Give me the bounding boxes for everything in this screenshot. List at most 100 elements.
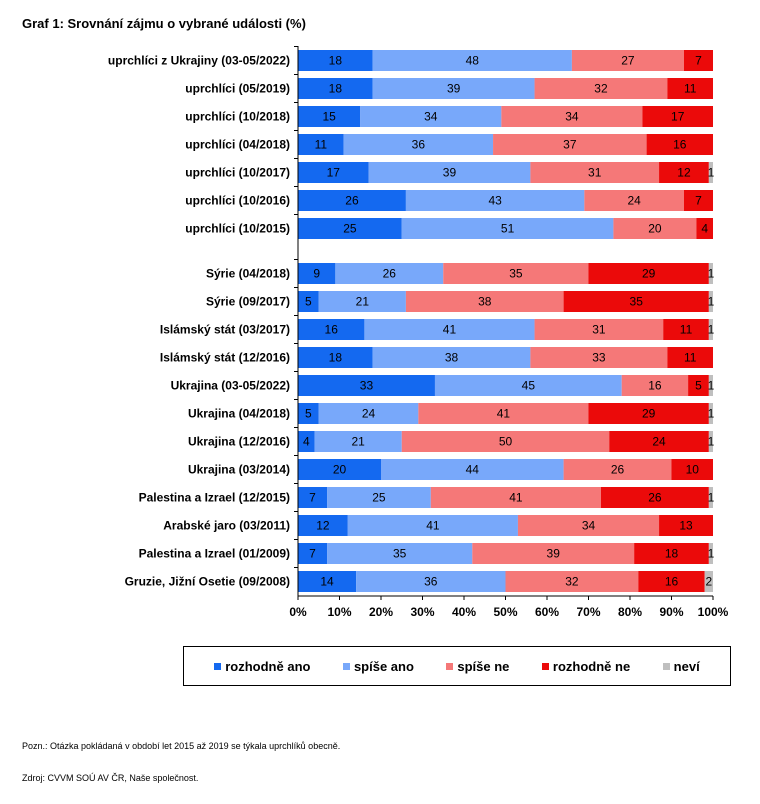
chart-title: Graf 1: Srovnání zájmu o vybrané událost… [22, 16, 306, 31]
data-label: 7 [695, 54, 702, 68]
bar-segment-rozhodně-ne [671, 459, 713, 480]
category-label: Ukrajina (03/2014) [188, 463, 290, 477]
bar-segment-rozhodně-ne [659, 162, 709, 183]
data-label: 43 [488, 194, 502, 208]
data-label: 11 [684, 82, 697, 96]
bar-segment-rozhodně-ano [298, 487, 328, 508]
bar-segment-spíše-ano [356, 571, 506, 592]
bar-segment-spíše-ano [364, 319, 535, 340]
bar-segment-rozhodně-ne [609, 431, 709, 452]
bar-segment-rozhodně-ne [667, 78, 713, 99]
bar-segment-rozhodně-ne [563, 291, 709, 312]
bar-segment-rozhodně-ne [588, 403, 709, 424]
data-label: 44 [466, 463, 480, 477]
bar-segment-neví [708, 431, 713, 452]
legend-label: spíše ne [457, 658, 510, 674]
bar-segment-rozhodně-ano [298, 459, 381, 480]
data-label: 13 [679, 519, 693, 533]
data-label: 1 [708, 547, 715, 561]
x-tick-label: 80% [618, 605, 642, 619]
bar-segment-spíše-ne [534, 319, 664, 340]
legend-item: neví [662, 659, 700, 674]
bar-segment-spíše-ano [318, 403, 419, 424]
data-label: 38 [445, 351, 459, 365]
data-label: 39 [547, 547, 561, 561]
data-label: 20 [648, 222, 662, 236]
bar-segment-spíše-ano [401, 218, 614, 239]
data-label: 1 [708, 295, 715, 309]
x-tick-label: 90% [659, 605, 683, 619]
data-label: 39 [443, 166, 457, 180]
bar-segment-rozhodně-ano [298, 190, 406, 211]
bar-segment-spíše-ano [360, 106, 502, 127]
bar-segment-spíše-ne [401, 431, 610, 452]
bar-segment-rozhodně-ne [634, 543, 709, 564]
bar-segment-spíše-ne [501, 106, 643, 127]
data-label: 12 [316, 519, 330, 533]
data-label: 9 [313, 267, 320, 281]
x-tick-label: 0% [289, 605, 307, 619]
bar-segment-rozhodně-ne [600, 487, 709, 508]
data-label: 21 [351, 435, 365, 449]
bar-segment-rozhodně-ne [683, 190, 713, 211]
data-label: 1 [708, 267, 715, 281]
bar-segment-rozhodně-ne [683, 50, 713, 71]
data-label: 11 [315, 138, 328, 152]
category-label: Islámský stát (12/2016) [160, 351, 290, 365]
bar-segment-spíše-ne [405, 291, 564, 312]
bar-segment-spíše-ano [372, 78, 535, 99]
data-label: 16 [665, 575, 679, 589]
bar-segment-rozhodně-ne [642, 106, 713, 127]
data-label: 5 [305, 407, 312, 421]
data-label: 36 [412, 138, 426, 152]
bar-segment-spíše-ano [381, 459, 564, 480]
category-label: Ukrajina (12/2016) [188, 435, 290, 449]
bar-segment-spíše-ne [571, 50, 684, 71]
category-label: Ukrajina (04/2018) [188, 407, 290, 421]
data-label: 29 [642, 407, 656, 421]
data-label: 27 [621, 54, 635, 68]
bar-segment-spíše-ano [335, 263, 444, 284]
category-label: uprchlíci (10/2018) [185, 110, 290, 124]
bar-segment-spíše-ne [443, 263, 589, 284]
legend-item: spíše ano [342, 658, 414, 674]
bar-segment-rozhodně-ne [646, 134, 713, 155]
stacked-bar-chart: uprchlíci z Ukrajiny (03-05/2022) 18 48 27 7… [108, 46, 729, 619]
data-label: 26 [648, 491, 662, 505]
bar-segment-spíše-ano [343, 134, 494, 155]
bar-segment-spíše-ne [530, 162, 660, 183]
category-label: Sýrie (04/2018) [206, 267, 290, 281]
data-label: 32 [565, 575, 579, 589]
data-label: 1 [708, 407, 715, 421]
bar-segment-neví [708, 291, 713, 312]
legend-item: rozhodně ne [541, 659, 630, 674]
legend-label: spíše ano [353, 658, 414, 674]
bar-segment-rozhodně-ne [688, 375, 709, 396]
category-label: Arabské jaro (03/2011) [163, 519, 290, 533]
x-tick-label: 50% [493, 605, 517, 619]
data-label: 50 [499, 435, 513, 449]
bar-segment-spíše-ne [472, 543, 635, 564]
data-label: 1 [708, 435, 715, 449]
category-label: uprchlíci (05/2019) [185, 82, 290, 96]
data-label: 16 [648, 379, 662, 393]
legend-swatch [214, 662, 222, 670]
bar-segment-spíše-ne [493, 134, 647, 155]
data-label: 35 [509, 267, 523, 281]
bar-segment-rozhodně-ano [298, 50, 373, 71]
category-label: Islámský stát (03/2017) [160, 323, 290, 337]
bar-segment-rozhodně-ano [298, 263, 336, 284]
bar-segment-spíše-ano [327, 543, 473, 564]
data-label: 4 [303, 435, 310, 449]
category-label: uprchlíci (10/2017) [185, 166, 290, 180]
data-label: 1 [708, 323, 715, 337]
bar-segment-rozhodně-ano [298, 571, 357, 592]
bar-segment-spíše-ne [534, 78, 668, 99]
data-label: 15 [322, 110, 336, 124]
data-label: 26 [383, 267, 397, 281]
bar-segment-rozhodně-ne [667, 347, 713, 368]
data-label: 26 [611, 463, 625, 477]
category-label: Palestina a Izrael (01/2009) [139, 547, 290, 561]
data-label: 10 [686, 463, 700, 477]
data-label: 4 [701, 222, 708, 236]
